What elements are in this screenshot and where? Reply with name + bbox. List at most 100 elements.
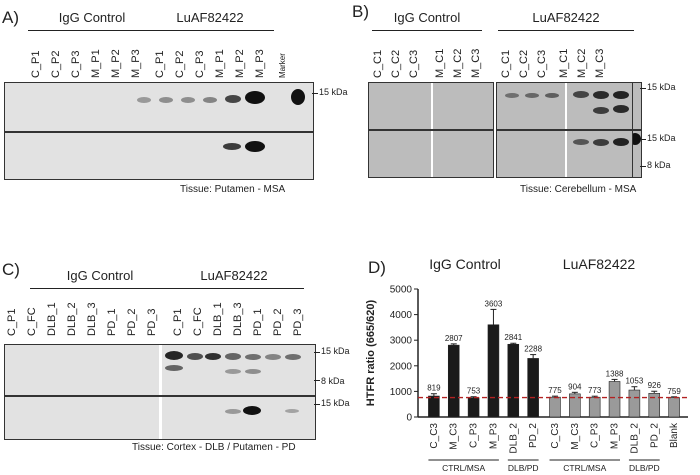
value-label: 1388	[606, 369, 624, 378]
lane-label: M_C1	[434, 48, 446, 78]
value-label: 773	[588, 386, 602, 395]
blot-divider	[431, 83, 433, 129]
blot-band	[225, 409, 241, 414]
lane-label: C_P1	[154, 50, 166, 78]
lane-label: M_P2	[234, 49, 246, 78]
panel-c-kda-mid: 8 kDa	[321, 376, 345, 386]
lane-label: C_FC	[26, 307, 38, 336]
blot-band	[225, 95, 241, 103]
bar	[569, 393, 581, 418]
lane-label: M_P1	[214, 49, 226, 78]
blot-band	[593, 91, 609, 99]
category-label: C_P3	[469, 423, 480, 448]
value-label: 2288	[524, 345, 542, 354]
panel-d-letter: D)	[368, 258, 386, 277]
y-tick-label: 5000	[390, 285, 413, 296]
lane-label: DLB_1	[46, 302, 58, 336]
bar	[588, 396, 601, 418]
blot-divider	[159, 345, 162, 395]
lane-label: C_P1	[30, 50, 42, 78]
blot-divider	[431, 131, 433, 177]
category-label: M_C3	[570, 423, 581, 450]
lane-label: M_C2	[576, 48, 588, 78]
htfr-bar-chart: 0 1000 2000 3000 4000 5000 HTFR ratio (665/620…	[365, 285, 688, 473]
panel-c-group2-line	[164, 288, 304, 289]
blot-band	[633, 133, 641, 145]
lane-label: C_P2	[174, 50, 186, 78]
blot-band	[613, 138, 629, 146]
panel-a-group2-line	[146, 30, 274, 31]
y-axis-label: HTFR ratio (665/620)	[365, 299, 377, 406]
lane-label: Marker	[278, 53, 287, 78]
lane-label: PD_3	[292, 308, 304, 336]
y-tick-label: 4000	[390, 310, 413, 321]
bar	[527, 358, 539, 418]
panel-c-group1-title: IgG Control	[66, 268, 134, 283]
lane-label: C_P2	[50, 50, 62, 78]
blot-band	[545, 93, 559, 98]
panel-c-kda-tick-mid	[314, 380, 320, 381]
panel-a-letter: A)	[2, 8, 19, 27]
panel-c-caption: Tissue: Cortex - DLB / Putamen - PD	[132, 442, 296, 453]
panel-a-kda-top: 15 kDa	[319, 87, 348, 97]
panel-b-group2-line	[498, 30, 634, 31]
panel-d-group1-title: IgG Control	[429, 256, 501, 272]
lane-label: PD_2	[272, 308, 284, 336]
blot-band	[243, 406, 261, 415]
value-label: 3603	[485, 299, 503, 308]
blot-divider	[565, 83, 567, 129]
group-label: CTRL/MSA	[442, 463, 485, 473]
panel-b-kda-tick-mid	[640, 139, 646, 140]
bar	[428, 395, 440, 418]
bar	[668, 397, 680, 418]
lane-label: M_C2	[452, 48, 464, 78]
blot-divider	[565, 131, 567, 177]
lane-label: DLB_3	[86, 302, 98, 336]
category-label: C_P3	[590, 423, 601, 448]
blot-band	[613, 105, 629, 113]
y-tick-label: 0	[406, 413, 412, 424]
blot-band	[181, 97, 195, 103]
y-tick-label: 1000	[390, 387, 413, 398]
lane-label: M_P1	[90, 49, 102, 78]
panel-b-marker-strip-bottom	[632, 130, 642, 178]
lane-label: C_P1	[6, 308, 18, 336]
category-label: PD_2	[649, 423, 660, 448]
panel-c-group1-line	[30, 288, 170, 289]
value-label: 753	[467, 387, 481, 396]
blot-divider	[159, 397, 162, 439]
panel-b-blot-top-right	[496, 82, 634, 130]
blot-band	[613, 91, 629, 99]
blot-band	[573, 91, 589, 98]
panel-c-group2-title: LuAF82422	[200, 268, 268, 283]
panel-b-blot-top	[368, 82, 494, 130]
category-label: DLB_2	[629, 423, 640, 454]
lane-label: C_P3	[194, 50, 206, 78]
lane-label: C_P3	[70, 50, 82, 78]
blot-band	[245, 91, 265, 104]
blot-band	[265, 354, 281, 360]
panel-b-group1-title: IgG Control	[393, 10, 461, 25]
lane-label: DLB_1	[212, 302, 224, 336]
panel-c-kda-top: 15 kDa	[321, 346, 350, 356]
blot-band	[291, 89, 305, 105]
bar	[467, 397, 480, 418]
category-label: C_C3	[550, 423, 561, 449]
panel-c-letter: C)	[2, 260, 20, 279]
panel-b-letter: B)	[352, 2, 369, 21]
group-label: CTRL/MSA	[563, 463, 606, 473]
panel-c-blot-bottom	[4, 396, 316, 440]
panel-a-group1-line	[28, 30, 156, 31]
lane-label: M_P3	[130, 49, 142, 78]
value-label: 926	[648, 381, 662, 390]
value-label: 819	[427, 384, 441, 393]
bar	[628, 389, 641, 418]
panel-b-kda-tick-low	[640, 166, 646, 167]
blot-band	[245, 141, 265, 152]
category-label: C_C3	[429, 423, 440, 449]
category-label: M_P3	[488, 423, 499, 450]
bar	[507, 343, 520, 418]
lane-label: M_P2	[110, 49, 122, 78]
lane-label: C_P1	[172, 308, 184, 336]
blot-band	[593, 107, 609, 114]
